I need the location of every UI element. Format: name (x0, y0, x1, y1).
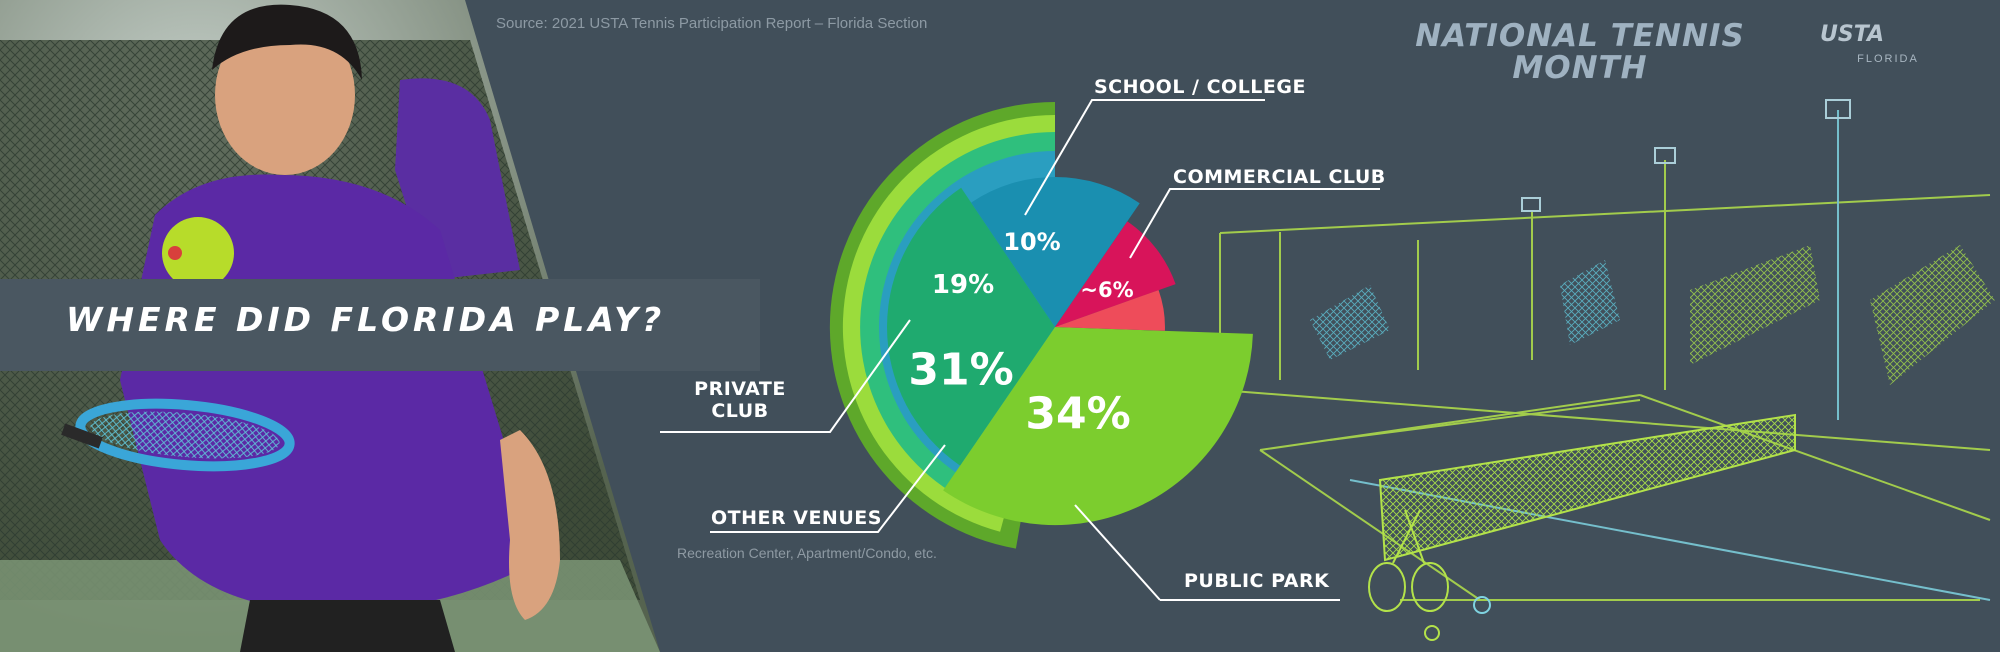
pie-chart (829, 101, 1253, 549)
usta-logo-sub: FLORIDA (1857, 53, 1919, 65)
label-private-club: PRIVATE CLUB (692, 378, 788, 422)
court-net (1378, 413, 1796, 562)
tennis-court-illustration (1219, 99, 1991, 601)
child-hair (212, 4, 362, 80)
campaign-title: NATIONAL TENNIS MONTH (1370, 20, 1790, 84)
label-private-line-1: PRIVATE (694, 378, 786, 400)
leader-other (710, 444, 946, 533)
leader-school (1024, 99, 1265, 216)
child-arm (500, 430, 560, 620)
value-private-club: 19% (931, 270, 995, 300)
photo-panel (0, 0, 660, 652)
campaign-line-2: MONTH (1512, 50, 1648, 86)
other-venues-note: Recreation Center, Apartment/Condo, etc. (677, 545, 937, 561)
source-note: Source: 2021 USTA Tennis Participation R… (496, 15, 928, 32)
value-school-college: 10% (1003, 228, 1061, 256)
value-public-park: 34% (1025, 388, 1131, 440)
ball-dot (168, 246, 182, 260)
value-commercial-club: ~6% (1080, 278, 1134, 302)
value-other-venues: 31% (908, 344, 1014, 396)
child-face (215, 15, 355, 175)
usta-logo: USTA (1820, 22, 1885, 47)
leader-lines (660, 99, 1380, 601)
fence-net-panels (1310, 245, 1995, 385)
page-title: WHERE DID FLORIDA PLAY? (66, 300, 666, 339)
crossed-rackets-icon (1368, 509, 1491, 641)
leader-private (660, 319, 911, 433)
slice-commercial-club (1055, 290, 1165, 331)
slice-school-college (1055, 221, 1176, 327)
slice-private-club (971, 176, 1140, 327)
label-public-park: PUBLIC PARK (1184, 570, 1330, 592)
campaign-line-1: NATIONAL TENNIS (1415, 18, 1745, 54)
headline-band (0, 279, 760, 371)
label-commercial-club: COMMERCIAL CLUB (1173, 166, 1386, 188)
tennis-ball-icon (162, 217, 234, 289)
label-school-college: SCHOOL / COLLEGE (1094, 76, 1306, 98)
child-shorts (240, 600, 455, 652)
label-private-line-2: CLUB (711, 400, 769, 422)
leader-public (1074, 504, 1161, 601)
leader-commercial (1129, 188, 1380, 259)
tennis-racket-icon (61, 398, 295, 472)
label-other-venues: OTHER VENUES (711, 507, 882, 529)
slice-public-park (943, 327, 1253, 526)
slice-other-venues (887, 187, 1055, 466)
